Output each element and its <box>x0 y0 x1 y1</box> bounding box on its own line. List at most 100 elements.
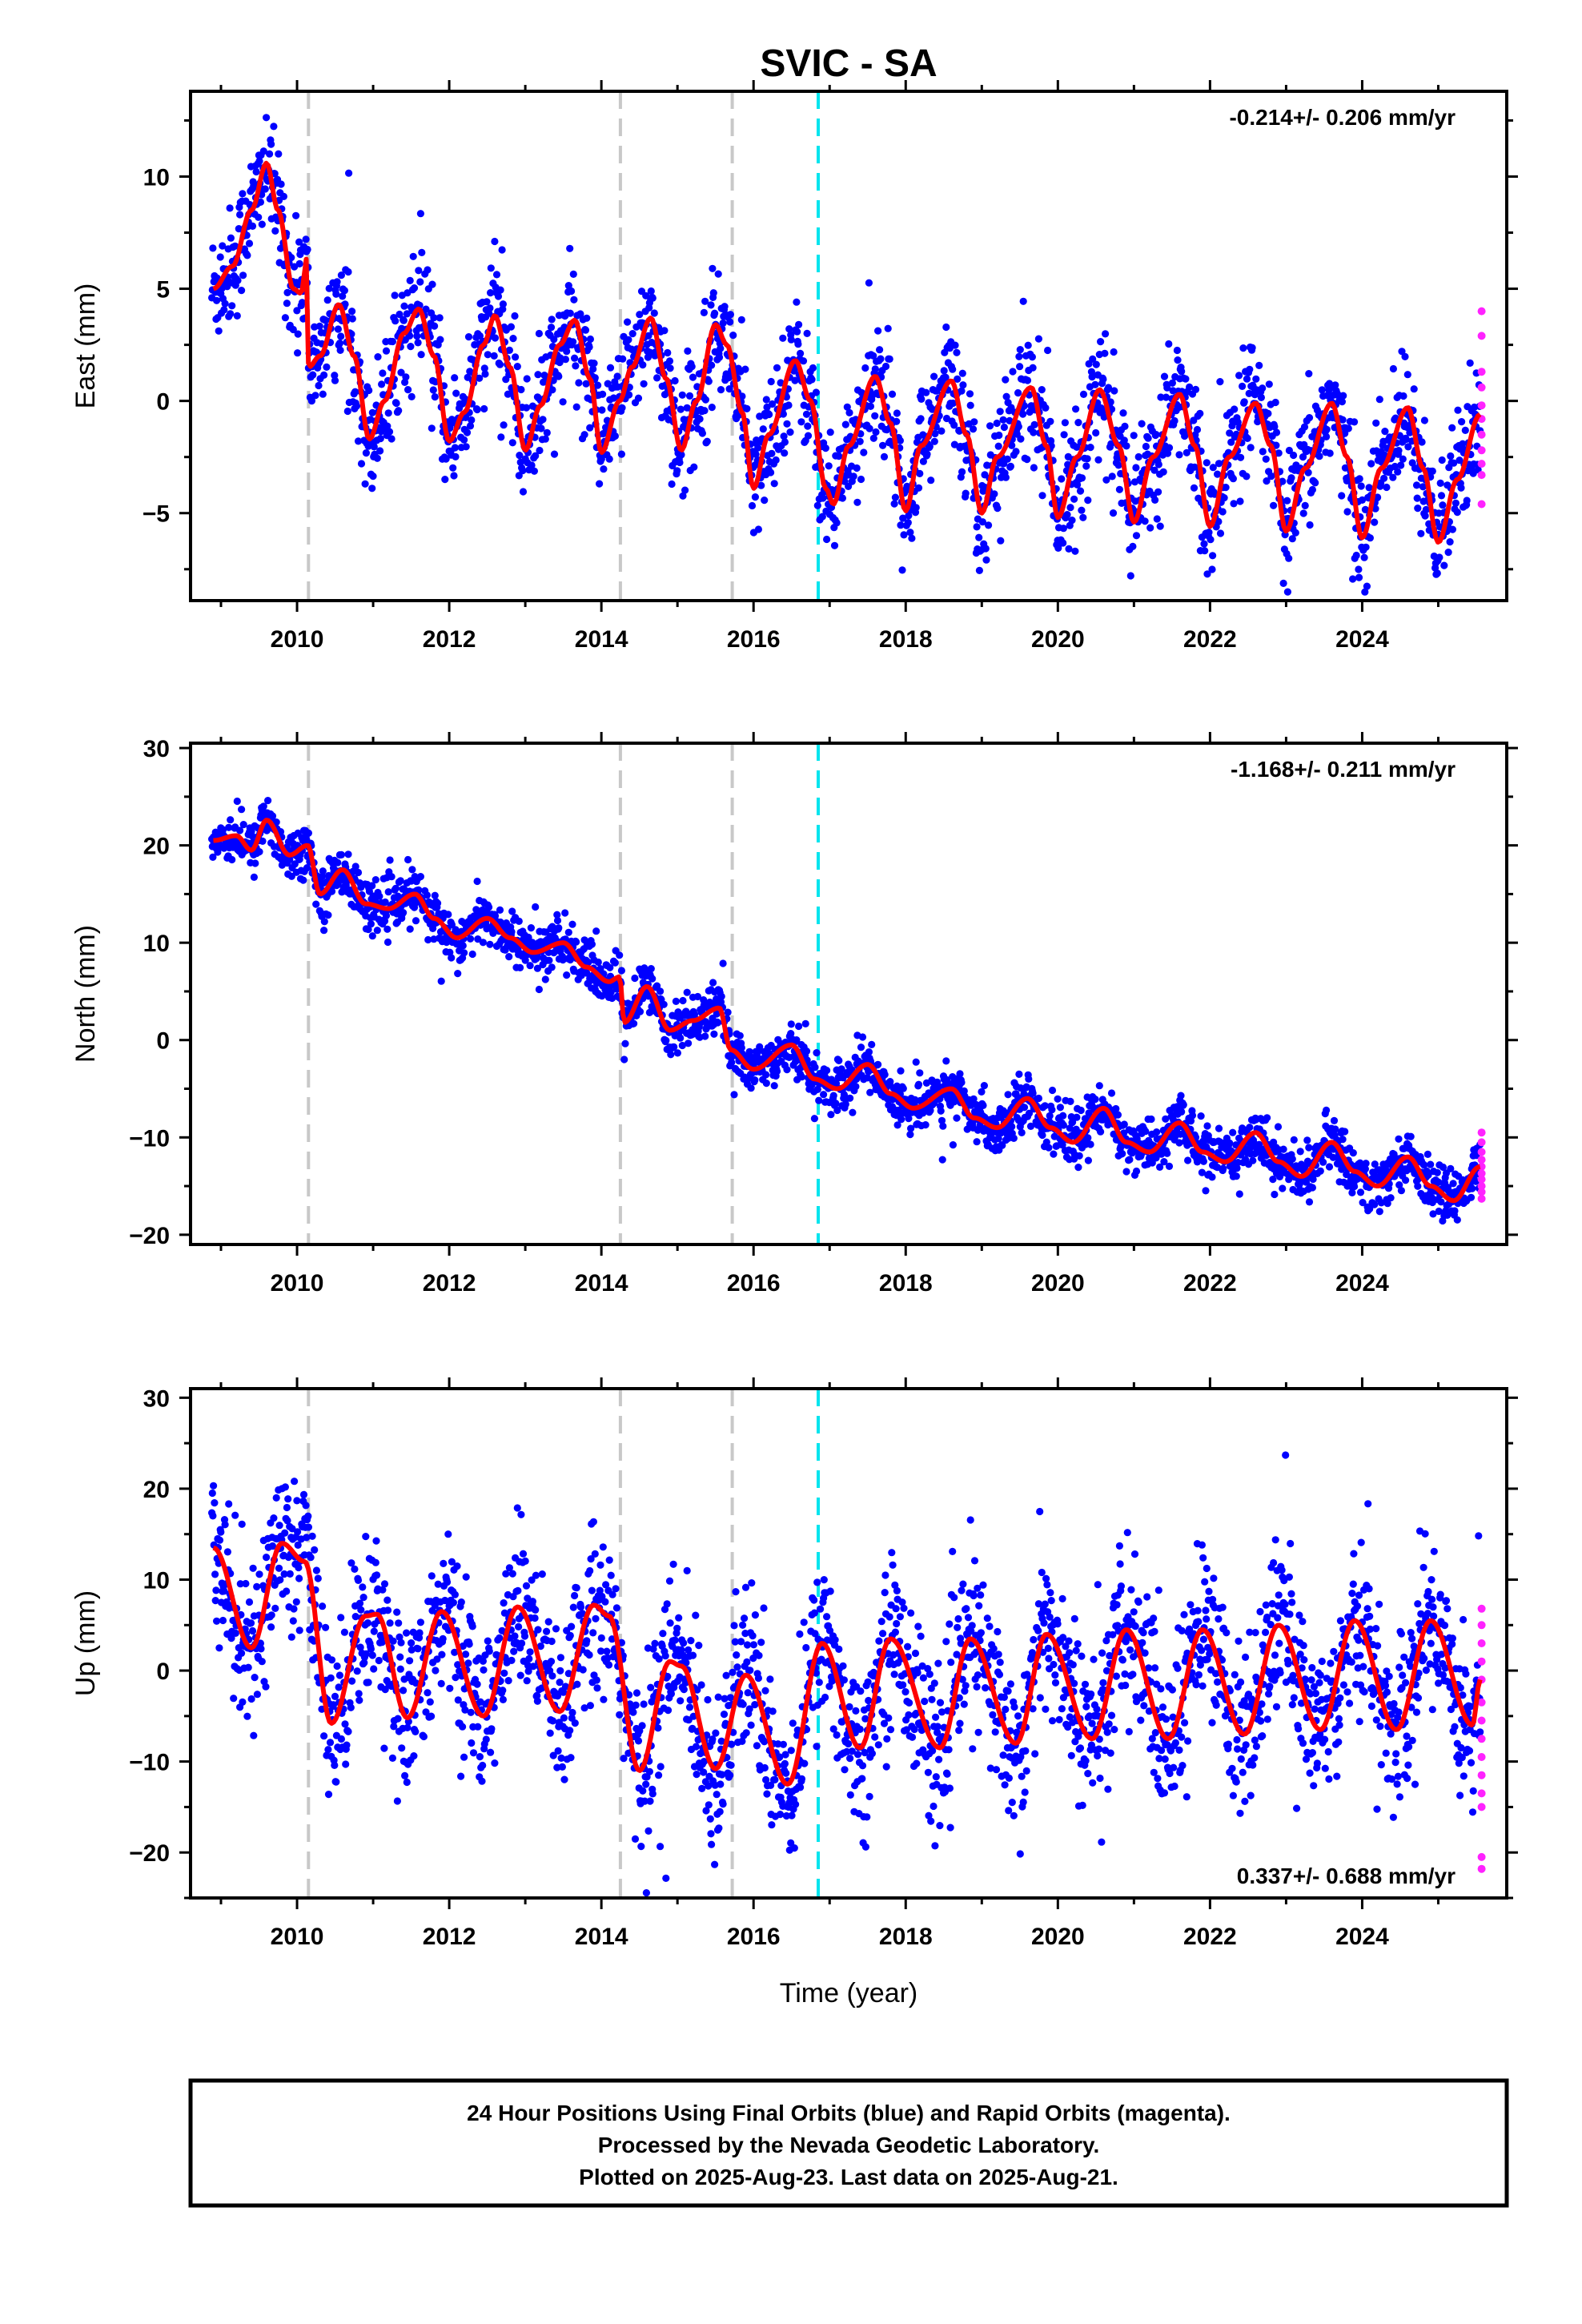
east-data-point <box>319 390 327 398</box>
east-data-point <box>708 404 716 412</box>
north-rapid-point <box>1477 1194 1486 1203</box>
east-data-point <box>570 296 578 304</box>
north-data-point <box>631 974 639 983</box>
east-data-point <box>797 349 805 357</box>
east-data-point <box>751 493 760 501</box>
north-data-point <box>823 1067 831 1075</box>
east-data-point <box>949 365 957 373</box>
east-data-point <box>1030 464 1038 472</box>
east-data-point <box>231 242 239 250</box>
north-data-point <box>1018 1128 1026 1136</box>
north-data-point <box>1319 1158 1327 1166</box>
east-data-point <box>717 344 725 352</box>
east-data-point <box>572 362 580 370</box>
east-data-point <box>370 443 378 451</box>
east-data-point <box>1231 405 1239 413</box>
east-rapid-point <box>1477 401 1486 410</box>
east-data-point <box>1239 344 1247 352</box>
east-data-point <box>1259 448 1267 456</box>
east-data-point <box>791 376 799 384</box>
east-data-point <box>1287 474 1295 482</box>
east-data-point <box>1126 572 1134 580</box>
east-data-point <box>1367 460 1375 468</box>
east-data-point <box>922 388 930 396</box>
east-rapid-point <box>1477 307 1486 316</box>
north-data-point <box>770 1082 778 1090</box>
north-data-point <box>324 911 332 919</box>
north-y-tick-label: −20 <box>129 1223 170 1249</box>
east-data-point <box>563 348 571 356</box>
east-data-point <box>376 447 384 455</box>
east-data-point <box>400 302 408 310</box>
east-data-point <box>1252 375 1260 383</box>
north-data-point <box>416 873 425 881</box>
east-data-point <box>1417 529 1425 537</box>
east-data-point <box>787 336 795 344</box>
up-data-point <box>209 1512 217 1520</box>
east-data-point <box>487 289 495 297</box>
east-data-point <box>1200 540 1208 548</box>
east-data-point <box>1108 472 1116 480</box>
east-data-point <box>307 397 315 405</box>
east-data-point <box>754 444 762 452</box>
east-x-tick-label: 2018 <box>879 626 933 653</box>
east-data-point <box>1138 420 1146 428</box>
east-data-point <box>431 393 439 401</box>
east-data-point <box>825 462 833 470</box>
north-data-point <box>620 1055 628 1063</box>
east-data-point <box>1243 375 1251 383</box>
east-data-point <box>333 278 341 286</box>
east-data-point <box>752 450 760 458</box>
east-data-point <box>491 237 499 246</box>
east-data-point <box>496 286 504 294</box>
east-data-point <box>397 368 405 376</box>
east-data-point <box>396 310 404 319</box>
east-data-point <box>1397 461 1405 469</box>
east-y-tick-label: 5 <box>156 277 170 304</box>
east-data-point <box>872 428 880 436</box>
east-data-point <box>337 271 345 279</box>
east-data-point <box>1182 375 1190 383</box>
east-data-point <box>1243 472 1251 480</box>
east-data-point <box>216 253 224 261</box>
east-data-point <box>853 498 861 506</box>
east-x-tick-label: 2024 <box>1335 626 1389 653</box>
east-data-point <box>609 394 618 402</box>
east-data-point <box>496 360 504 368</box>
north-data-point <box>1045 1144 1053 1152</box>
north-data-point <box>1362 1160 1370 1168</box>
east-data-point <box>940 367 948 375</box>
east-data-point <box>516 452 524 460</box>
north-data-point <box>762 1071 770 1079</box>
east-data-point <box>511 312 519 320</box>
east-data-point <box>1152 431 1160 439</box>
east-data-point <box>361 480 369 488</box>
north-data-point <box>1188 1112 1197 1120</box>
east-data-point <box>339 292 347 300</box>
north-data-point <box>1407 1132 1415 1140</box>
east-data-point <box>770 480 778 488</box>
north-data-point <box>396 877 404 885</box>
east-data-point <box>263 114 271 122</box>
north-data-point <box>400 909 408 917</box>
east-data-point <box>238 287 246 295</box>
north-data-point <box>747 1084 755 1092</box>
north-y-axis-title: North (mm) <box>70 925 101 1063</box>
east-data-point <box>605 455 613 463</box>
east-data-point <box>625 391 633 399</box>
east-data-point <box>1357 482 1365 490</box>
north-data-point <box>942 1057 950 1065</box>
east-data-point <box>259 147 267 155</box>
east-data-point <box>481 370 489 378</box>
north-data-point <box>1279 1184 1287 1192</box>
east-data-point <box>586 335 595 344</box>
north-data-point <box>868 1040 876 1048</box>
east-data-point <box>1208 565 1216 573</box>
east-data-point <box>252 167 260 176</box>
east-data-point <box>1154 460 1162 468</box>
east-data-point <box>543 428 551 437</box>
east-data-point <box>277 180 285 188</box>
north-data-point <box>1468 1184 1476 1192</box>
east-data-point <box>606 364 615 372</box>
